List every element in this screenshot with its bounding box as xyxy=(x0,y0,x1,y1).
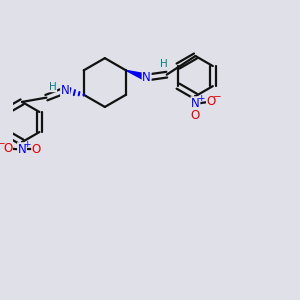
Text: O: O xyxy=(3,142,12,155)
Text: O: O xyxy=(207,95,216,108)
Text: −: − xyxy=(213,92,221,102)
Text: N: N xyxy=(18,143,26,156)
Polygon shape xyxy=(126,70,148,81)
Text: +: + xyxy=(197,94,204,103)
Text: −: − xyxy=(0,139,6,148)
Text: H: H xyxy=(160,59,168,69)
Text: +: + xyxy=(23,140,30,148)
Text: O: O xyxy=(191,109,200,122)
Text: N: N xyxy=(61,84,69,97)
Text: O: O xyxy=(32,143,41,156)
Text: N: N xyxy=(191,97,200,110)
Text: N: N xyxy=(142,71,151,84)
Text: H: H xyxy=(49,82,57,92)
